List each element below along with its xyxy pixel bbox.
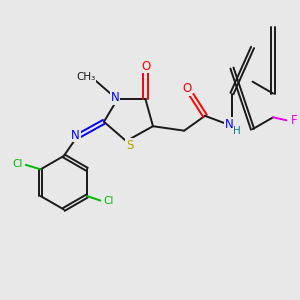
Text: Cl: Cl (12, 159, 22, 169)
Text: H: H (233, 126, 241, 136)
Text: F: F (291, 114, 297, 127)
Text: CH₃: CH₃ (76, 72, 96, 82)
Text: N: N (225, 118, 234, 130)
Text: O: O (141, 60, 150, 73)
Text: N: N (71, 129, 80, 142)
Text: Cl: Cl (103, 196, 114, 206)
Text: N: N (111, 92, 119, 104)
Text: S: S (126, 139, 134, 152)
Text: O: O (182, 82, 192, 95)
